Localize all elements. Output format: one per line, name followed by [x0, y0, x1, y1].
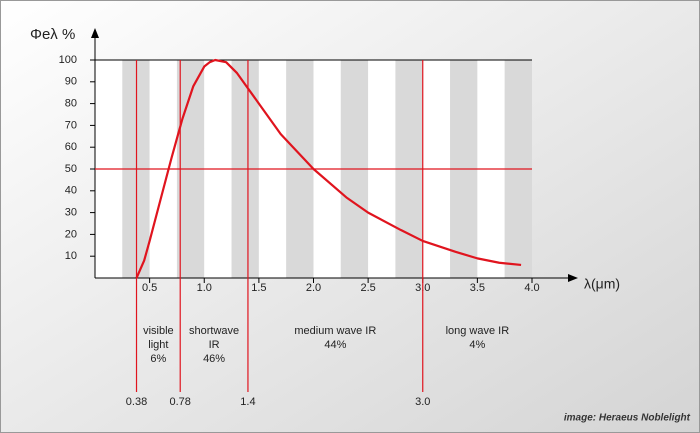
- y-tick-label: 100: [59, 54, 77, 66]
- y-tick-label: 10: [65, 250, 77, 262]
- region-label: 4%: [469, 339, 485, 351]
- curve: [135, 58, 522, 279]
- boundary-label: 1.4: [240, 396, 255, 408]
- x-tick-label: 3.5: [470, 282, 485, 294]
- boundary-label: 3.0: [415, 396, 430, 408]
- y-tick-label: 80: [65, 98, 77, 110]
- x-tick-label: 2.5: [360, 282, 375, 294]
- x-tick-label: 1.5: [251, 282, 266, 294]
- x-tick-label: 1.0: [197, 282, 212, 294]
- y-tick-label: 30: [65, 207, 77, 219]
- boundary-label: 0.78: [170, 396, 191, 408]
- y-tick-label: 40: [65, 185, 77, 197]
- region-label: 6%: [150, 353, 166, 365]
- region-label: long wave IR: [446, 325, 510, 337]
- y-tick-label: 50: [65, 163, 77, 175]
- region-label: 44%: [324, 339, 346, 351]
- region-label: shortwave: [189, 325, 239, 337]
- region-label: IR: [209, 339, 220, 351]
- boundary-label: 0.38: [126, 396, 147, 408]
- y-tick-label: 90: [65, 76, 77, 88]
- region-label: medium wave IR: [294, 325, 376, 337]
- y-arrow: [91, 28, 99, 38]
- x-tick-label: 2.0: [306, 282, 321, 294]
- region-label: light: [148, 339, 168, 351]
- credit: image: Heraeus Noblelight: [564, 413, 691, 424]
- x-arrow: [568, 274, 578, 282]
- x-tick-label: 0.5: [142, 282, 157, 294]
- y-tick-label: 70: [65, 119, 77, 131]
- x-axis-label: λ(μm): [584, 276, 620, 292]
- y-axis-label: Φeλ %: [30, 26, 75, 43]
- region-label: 46%: [203, 353, 225, 365]
- y-tick-label: 60: [65, 141, 77, 153]
- x-tick-label: 4.0: [524, 282, 539, 294]
- region-label: visible: [143, 325, 174, 337]
- y-tick-label: 20: [65, 228, 77, 240]
